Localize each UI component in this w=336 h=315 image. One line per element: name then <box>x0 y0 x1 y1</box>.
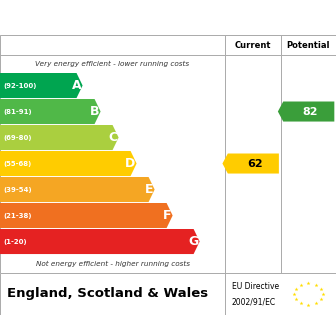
Text: Not energy efficient - higher running costs: Not energy efficient - higher running co… <box>36 261 190 267</box>
Text: D: D <box>125 157 136 170</box>
Text: (92-100): (92-100) <box>3 83 37 89</box>
Text: 82: 82 <box>302 106 318 117</box>
Text: Energy Efficiency Rating: Energy Efficiency Rating <box>7 10 216 25</box>
Text: (55-68): (55-68) <box>3 161 32 167</box>
Text: G: G <box>188 235 199 248</box>
Polygon shape <box>0 125 119 150</box>
Polygon shape <box>0 151 137 176</box>
Text: Very energy efficient - lower running costs: Very energy efficient - lower running co… <box>36 61 190 67</box>
Text: (21-38): (21-38) <box>3 213 32 219</box>
Polygon shape <box>222 153 279 174</box>
Polygon shape <box>0 73 83 98</box>
Text: Potential: Potential <box>287 41 330 49</box>
Text: EU Directive: EU Directive <box>232 282 279 291</box>
Bar <box>225 35 281 55</box>
Polygon shape <box>0 99 100 124</box>
Text: (81-91): (81-91) <box>3 109 32 115</box>
Text: A: A <box>72 79 82 92</box>
Text: (39-54): (39-54) <box>3 186 32 192</box>
Text: England, Scotland & Wales: England, Scotland & Wales <box>7 288 208 301</box>
Text: 2002/91/EC: 2002/91/EC <box>232 297 276 306</box>
Text: B: B <box>90 105 99 118</box>
Text: (69-80): (69-80) <box>3 135 32 140</box>
Text: 62: 62 <box>247 158 262 169</box>
Polygon shape <box>0 229 200 254</box>
Polygon shape <box>0 177 155 202</box>
Text: E: E <box>145 183 154 196</box>
Text: C: C <box>109 131 118 144</box>
Bar <box>281 35 336 55</box>
Polygon shape <box>0 203 173 228</box>
Polygon shape <box>278 101 334 122</box>
Text: F: F <box>163 209 172 222</box>
Text: (1-20): (1-20) <box>3 238 27 244</box>
Text: Current: Current <box>235 41 271 49</box>
